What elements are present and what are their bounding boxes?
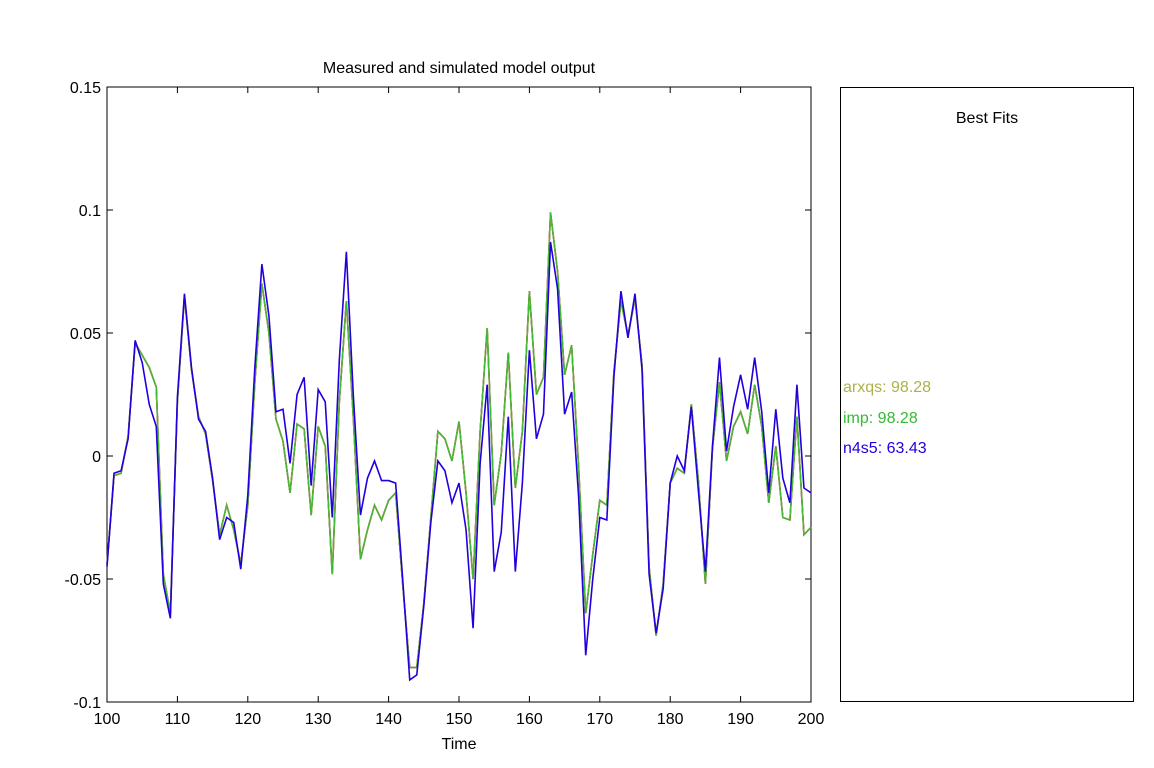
legend-entry-imp: imp: 98.28 [843,410,918,427]
x-tick-label: 180 [657,711,684,728]
series-line-arxqs [106,212,812,669]
x-tick-label: 190 [727,711,754,728]
y-tick-label: -0.1 [73,695,101,712]
x-tick-label: 160 [516,711,543,728]
x-axis-label: Time [442,736,477,753]
x-tick-label: 200 [798,711,825,728]
y-tick-label: 0 [92,449,101,466]
series-layer [106,212,812,682]
series-line-n4s5 [106,241,812,682]
legend-panel: Best Fits arxqs: 98.28 imp: 98.28 n4s5: … [840,87,1134,702]
x-tick-label: 110 [165,711,191,728]
axis-ticks: 100 110 120 130 140 150 160 170 180 190 200 -0.1 -0.… [65,80,825,728]
y-tick-label: 0.1 [79,203,101,220]
legend-entry-n4s5: n4s5: 63.43 [843,440,927,457]
x-tick-label: 120 [234,711,261,728]
x-tick-label: 100 [94,711,121,728]
x-tick-label: 140 [375,711,402,728]
x-tick-label: 150 [446,711,473,728]
series-line-measured [106,212,812,669]
y-tick-label: 0.15 [70,80,101,97]
y-tick-label: -0.05 [65,572,102,589]
y-tick-label: 0.05 [70,326,101,343]
chart-title: Measured and simulated model output [323,60,596,77]
plot-frame [106,86,812,703]
x-tick-label: 130 [305,711,332,728]
series-line-imp [106,212,812,669]
x-tick-label: 170 [586,711,613,728]
legend-title: Best Fits [955,110,1019,127]
legend-entry-arxqs: arxqs: 98.28 [843,379,932,396]
